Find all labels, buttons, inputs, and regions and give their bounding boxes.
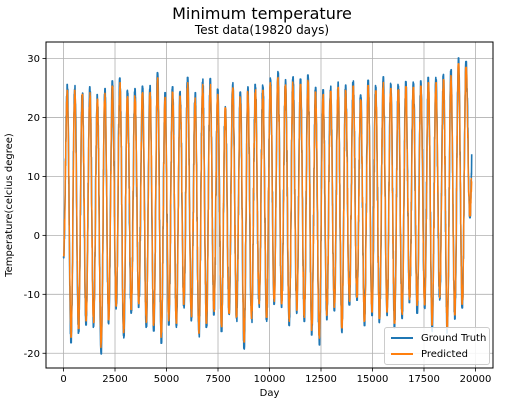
legend-label-ground-truth: Ground Truth	[421, 332, 487, 344]
y-tick-label: -20	[24, 349, 40, 360]
legend-swatch-ground-truth	[391, 337, 413, 339]
x-axis-label: Day	[260, 388, 280, 399]
series-line-predicted	[63, 63, 473, 349]
x-tick-label: 0	[60, 374, 66, 385]
x-tick-label: 7500	[205, 374, 230, 385]
y-tick-label: -10	[24, 290, 40, 301]
y-tick-label: 30	[27, 54, 40, 65]
axis-ticks: 0 2500 5000 7500 10000 12500 15000 17500 20000 -2…	[24, 54, 492, 385]
y-tick-label: 10	[27, 172, 40, 183]
x-tick-label: 5000	[154, 374, 179, 385]
y-tick-label: 0	[34, 231, 40, 242]
x-tick-label: 2500	[102, 374, 127, 385]
legend-swatch-predicted	[391, 353, 413, 355]
y-axis-label: Temperature(celcius degree)	[4, 133, 15, 278]
chart-subtitle: Test data(19820 days)	[194, 23, 330, 37]
chart-legend: Ground Truth Predicted	[384, 327, 490, 365]
x-tick-label: 20000	[460, 374, 492, 385]
x-tick-label: 17500	[408, 374, 440, 385]
x-tick-label: 10000	[254, 374, 286, 385]
chart-title: Minimum temperature	[172, 4, 352, 23]
legend-item-ground-truth: Ground Truth	[391, 331, 486, 345]
x-tick-label: 15000	[357, 374, 389, 385]
y-tick-label: 20	[27, 113, 40, 124]
legend-label-predicted: Predicted	[421, 348, 468, 360]
legend-item-predicted: Predicted	[391, 347, 468, 361]
series-lines	[62, 57, 473, 355]
x-tick-label: 12500	[305, 374, 337, 385]
